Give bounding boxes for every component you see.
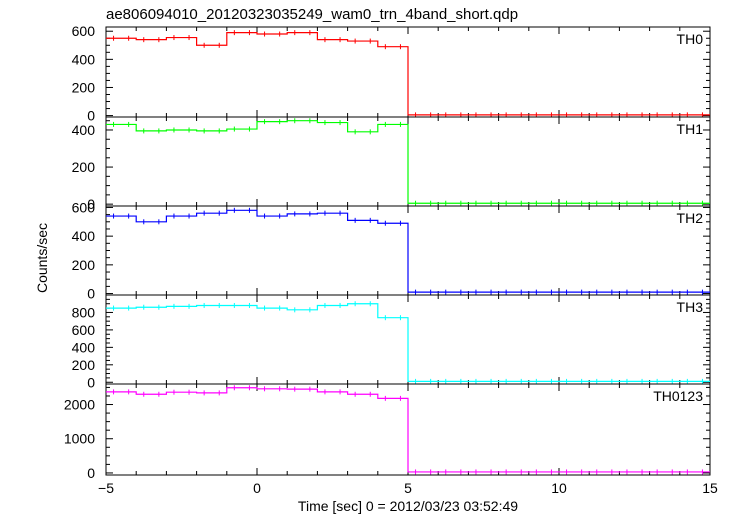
panel-th0: 0 200 400 600 TH0: [72, 23, 711, 124]
y-tick-label: 400: [72, 228, 96, 244]
x-tick-label: 0: [253, 480, 261, 496]
y-tick-label: 200: [72, 79, 96, 95]
panel-label: TH0: [677, 31, 704, 47]
panel-label: TH1: [677, 121, 704, 137]
y-tick-label: 0: [87, 465, 95, 481]
y-tick-label: 0: [87, 374, 95, 390]
y-tick-label: 2000: [64, 397, 95, 413]
panel-th0123: 0 1000 2000 TH0123: [64, 383, 711, 481]
y-tick-label: 200: [72, 159, 96, 175]
y-axis-label: Counts/sec: [34, 223, 50, 293]
panel-th2: 0 200 400 600 TH2: [72, 199, 711, 302]
x-tick-label: 5: [404, 480, 412, 496]
series-line-th3: [106, 303, 710, 382]
y-tick-label: 600: [72, 322, 96, 338]
y-tick-label: 800: [72, 304, 96, 320]
x-tick-label: 10: [551, 480, 567, 496]
y-tick-label: 1000: [64, 431, 95, 447]
y-tick-label: 400: [72, 339, 96, 355]
panel-th1: 0 200 400 TH1: [72, 116, 711, 212]
x-tick-label: −5: [98, 480, 114, 496]
y-tick-label: 200: [72, 257, 96, 273]
panel-label: TH2: [677, 210, 704, 226]
series-line-th0123: [106, 387, 710, 473]
series-line-th0: [106, 32, 710, 116]
y-tick-label: 200: [72, 357, 96, 373]
series-line-th2: [106, 209, 710, 293]
panel-label: TH0123: [653, 388, 703, 404]
x-axis-label: Time [sec] 0 = 2012/03/23 03:52:49: [298, 498, 518, 514]
chart-title: ae806094010_20120323035249_wam0_trn_4ban…: [106, 6, 518, 23]
panel-label: TH3: [677, 299, 704, 315]
y-tick-label: 0: [87, 286, 95, 302]
y-tick-label: 400: [72, 51, 96, 67]
y-tick-label: 0: [87, 108, 95, 124]
x-tick-label: 15: [702, 480, 718, 496]
series-line-th1: [106, 120, 710, 204]
y-tick-label: 0: [87, 196, 95, 212]
y-tick-label: 400: [72, 122, 96, 138]
y-tick-label: 600: [72, 199, 96, 215]
y-tick-label: 600: [72, 23, 96, 39]
